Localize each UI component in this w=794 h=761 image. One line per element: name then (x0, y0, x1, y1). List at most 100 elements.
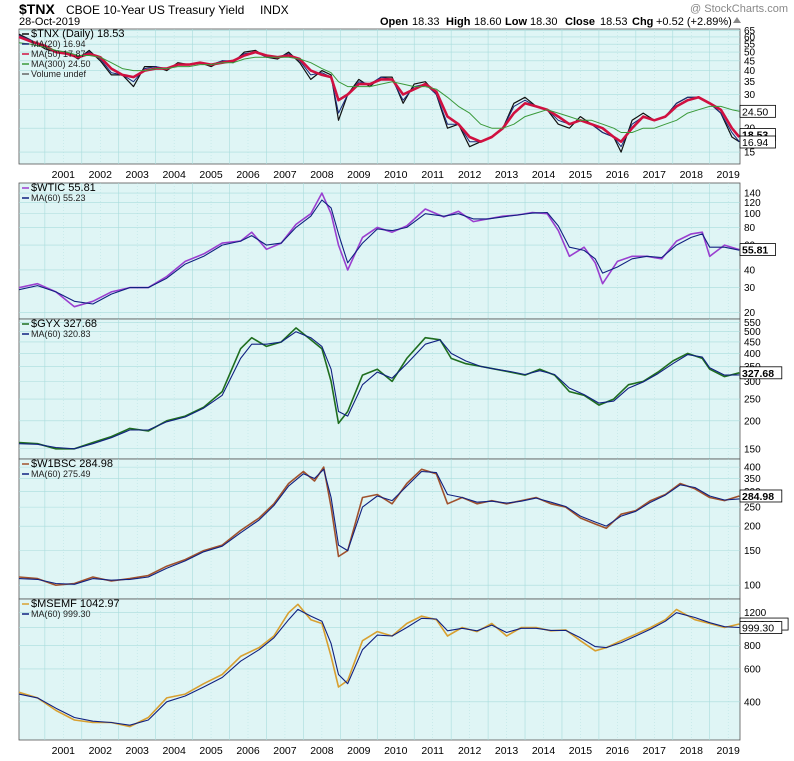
chart-name: CBOE 10-Year US Treasury Yield (66, 3, 244, 17)
x-tick-label: 2018 (680, 745, 704, 757)
series-line-ma-60- (18, 331, 740, 450)
open-value: 18.33 (412, 16, 440, 28)
x-tick-label: 2003 (126, 745, 150, 757)
y-tick-label: 250 (744, 503, 761, 514)
panel-background (18, 598, 741, 741)
last-value-label: 16.94 (742, 137, 768, 149)
watermark: @ StockCharts.com (690, 3, 788, 15)
last-value-label: 55.81 (742, 245, 768, 257)
series-line-ma-60- (18, 468, 740, 585)
x-tick-label: 2015 (569, 745, 593, 757)
y-tick-label: 15 (744, 148, 756, 159)
legend-entry: MA(300) 24.50 (31, 59, 91, 69)
last-value-label: 999.30 (742, 623, 774, 635)
x-tick-label: 2007 (273, 745, 297, 757)
y-tick-label: 350 (744, 474, 761, 485)
x-tick-label: 2017 (643, 169, 667, 181)
x-tick-label: 2006 (236, 745, 260, 757)
y-tick-label: 400 (744, 463, 761, 474)
x-tick-label: 2009 (347, 745, 371, 757)
legend-entry: MA(20) 16.94 (31, 39, 86, 49)
x-tick-label: 2019 (717, 745, 741, 757)
y-tick-label: 30 (744, 283, 756, 294)
last-value-label: 24.50 (742, 106, 768, 118)
x-tick-label: 2002 (89, 745, 113, 757)
panel-background (18, 28, 741, 165)
x-tick-label: 2013 (495, 745, 519, 757)
y-tick-label: 65 (744, 26, 756, 37)
open-label: Open (380, 16, 408, 28)
low-value: 18.30 (530, 16, 558, 28)
x-tick-label: 2019 (717, 169, 741, 181)
y-tick-label: 550 (744, 318, 761, 329)
legend-entry: $W1BSC 284.98 (31, 458, 113, 470)
chart-date: 28-Oct-2019 (19, 16, 80, 28)
x-tick-label: 2017 (643, 745, 667, 757)
y-tick-label: 40 (744, 265, 756, 276)
panel-background (18, 182, 741, 320)
series-line-ma-300- (18, 42, 740, 133)
x-tick-label: 2005 (199, 745, 223, 757)
last-value-label: 327.68 (742, 368, 774, 380)
x-tick-label: 2001 (52, 745, 76, 757)
y-tick-label: 800 (744, 641, 761, 652)
panel-background (18, 458, 741, 600)
x-tick-label: 2007 (273, 169, 297, 181)
last-value-box (739, 366, 783, 380)
x-tick-label: 2003 (126, 169, 150, 181)
legend-entry: MA(50) 17.87 (31, 49, 86, 59)
panel-w1bsc: 100150200250300350400$W1BSC 284.98MA(60)… (18, 458, 783, 600)
legend-entry: MA(60) 999.30 (31, 609, 91, 619)
panel-background (18, 318, 741, 460)
x-tick-label: 2014 (532, 169, 556, 181)
close-label: Close (565, 16, 595, 28)
x-tick-label: 2010 (384, 169, 408, 181)
series-line-ma-20- (18, 35, 740, 148)
last-value-box (739, 104, 776, 118)
x-tick-label: 2009 (347, 169, 371, 181)
series-line-ma-60- (18, 199, 740, 305)
y-tick-label: 200 (744, 522, 761, 533)
x-tick-label: 2012 (458, 745, 482, 757)
x-tick-label: 2004 (162, 745, 186, 757)
x-tick-label: 2015 (569, 169, 593, 181)
x-tick-label: 2011 (421, 169, 444, 181)
low-label: Low (505, 16, 527, 28)
legend-entry: $MSEMF 1042.97 (31, 598, 120, 610)
x-tick-label: 2002 (89, 169, 113, 181)
x-tick-label: 2005 (199, 169, 223, 181)
y-tick-label: 400 (744, 697, 761, 708)
x-axis-bottom: 2001 2002 2003 2004 2005 2006 2007 2008 2009 2010… (52, 745, 740, 757)
legend-entry: Volume undef (31, 69, 87, 79)
y-tick-label: 100 (744, 581, 761, 592)
x-tick-label: 2008 (310, 169, 334, 181)
y-tick-label: 35 (744, 77, 756, 88)
y-tick-label: 150 (744, 444, 761, 455)
last-value-box (739, 621, 783, 634)
legend-entry: $GYX 327.68 (31, 318, 97, 330)
y-tick-label: 250 (744, 395, 761, 406)
x-axis-top: 2001 2002 2003 2004 2005 2006 2007 2008 2009 2010… (52, 169, 740, 181)
y-tick-label: 55 (744, 40, 756, 51)
x-tick-label: 2016 (606, 169, 630, 181)
y-tick-label: 30 (744, 90, 756, 101)
panel-gyx: 150200250300350400450500550$GYX 327.68MA… (18, 318, 783, 460)
legend-entry: MA(60) 320.83 (31, 329, 91, 339)
y-tick-label: 45 (744, 56, 756, 67)
legend-entry: $WTIC 55.81 (31, 182, 96, 194)
high-value: 18.60 (474, 16, 502, 28)
close-value: 18.53 (600, 16, 628, 28)
panel-tnx: 1520253035404550556065$TNX (Daily) 18.53… (18, 26, 776, 165)
y-tick-label: 300 (744, 377, 761, 388)
y-tick-label: 40 (744, 66, 756, 77)
chart-panels: 1520253035404550556065$TNX (Daily) 18.53… (18, 26, 789, 741)
y-tick-label: 1200 (744, 608, 767, 619)
legend-entry: MA(60) 55.23 (31, 193, 86, 203)
chart-symbol: $TNX (19, 1, 55, 17)
up-triangle-icon (733, 17, 741, 23)
x-tick-label: 2011 (421, 745, 444, 757)
y-tick-label: 400 (744, 349, 761, 360)
